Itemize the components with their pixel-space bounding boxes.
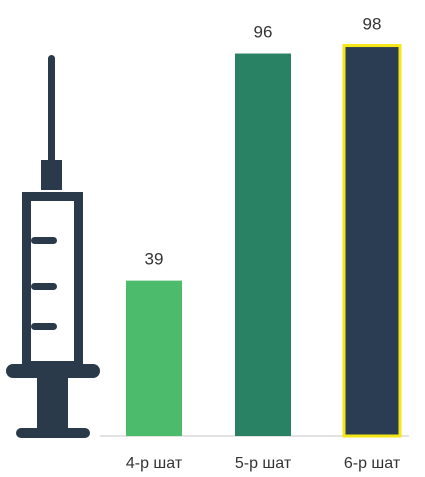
data-label-1: 39: [145, 250, 164, 269]
category-label-1: 4-р шат: [126, 455, 183, 472]
bar-1: [126, 280, 182, 436]
category-label-2: 5-р шат: [235, 455, 292, 472]
category-label-3: 6-р шат: [344, 455, 401, 472]
data-label-3: 98: [363, 15, 382, 34]
syringe-icon: [6, 55, 100, 438]
bar-3: [342, 44, 402, 438]
data-label-2: 96: [254, 23, 273, 42]
bar-2: [235, 53, 291, 436]
